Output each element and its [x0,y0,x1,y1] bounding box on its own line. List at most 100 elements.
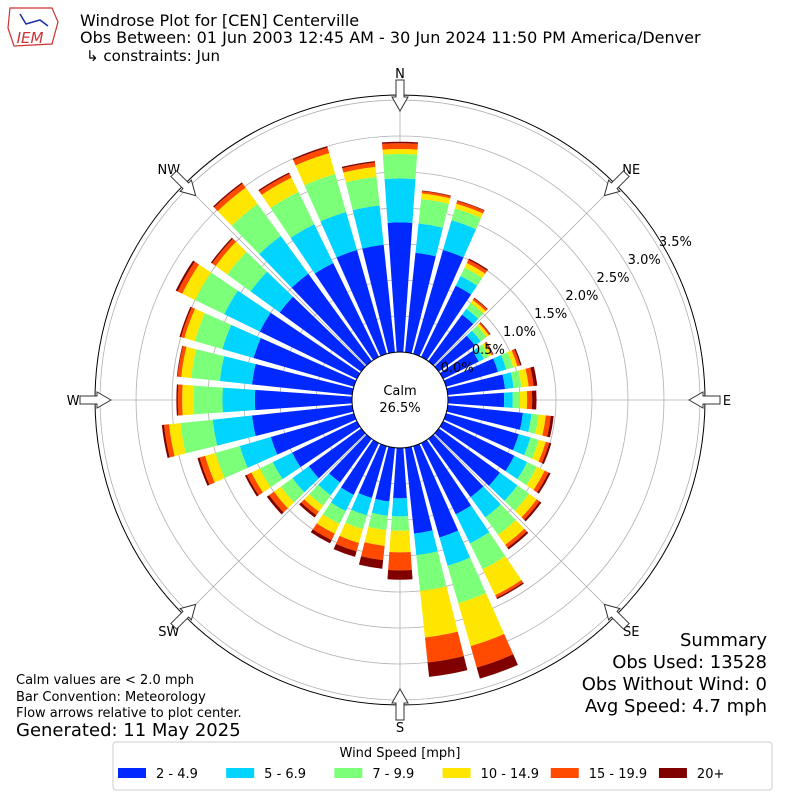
bar-segment [266,495,284,515]
bar-segment [518,368,529,388]
bar-segment [470,300,486,314]
bar-segment [250,271,293,313]
bar-segment [179,306,192,338]
bar-segment [421,285,472,361]
bar-segment [304,173,347,222]
bar-segment [280,478,305,503]
legend-label: 7 - 9.9 [372,767,414,782]
bar-segment [292,466,319,493]
bar-segment [451,208,482,230]
bar-segment [182,264,212,301]
bar-segment [335,535,359,552]
bar-segment [217,187,258,226]
r-tick-label: 2.0% [565,289,598,304]
bar-segment [339,522,363,544]
bar-segment [336,250,387,357]
bar-segment [345,509,367,530]
bar-segment [447,392,505,408]
bar-segment [340,439,379,495]
bar-segment [517,462,537,486]
bar-segment [531,390,537,410]
bar-segment [502,372,514,389]
bar-segment [519,412,532,432]
bar-segment [443,358,499,387]
generated: Generated: 11 May 2025 [16,720,241,741]
summary: Avg Speed: 4.7 mph [585,696,767,717]
bar-segment [292,146,328,161]
r-tick-label: 1.5% [534,307,567,322]
bar-segment [259,312,361,379]
bar-segment [405,252,436,354]
bar-segment [214,183,246,212]
bar-segment [364,526,387,546]
r-tick-label: 0.0% [441,361,474,376]
bar-segment [312,523,335,541]
bar-segment [443,413,519,451]
bar-segment [295,153,336,186]
bar-segment [382,154,418,180]
bar-segment [180,307,196,339]
bar-segment [457,200,485,211]
bar-segment [414,530,438,556]
bar-segment [177,384,183,416]
bar-segment [526,466,545,491]
bar-segment [222,387,256,413]
bar-segment [413,250,464,357]
bar-segment [485,341,494,355]
flow-arrow [79,391,113,409]
bar-segment [393,447,407,499]
radial-grid-line [184,433,367,616]
bar-segment [547,415,554,438]
calm-circle [351,351,449,449]
bar-segment [308,428,366,479]
bar-segment [292,421,361,468]
bar-segment [322,502,346,525]
bar-segment [530,366,538,386]
chart-subtitle: Obs Between: 01 Jun 2003 12:45 AM - 30 J… [80,28,701,47]
bar-segment [421,439,472,515]
direction-label: E [723,394,731,409]
bar-segment [215,241,247,275]
r-tick-label: 1.0% [503,325,536,340]
bar-segment [415,223,443,257]
bar-segment [427,656,468,677]
bar-segment [405,446,433,534]
legend-title: Wind Speed [mph] [340,746,461,761]
bar-segment [442,220,477,258]
flow-arrow [603,170,630,197]
bar-segment [239,437,278,468]
bar-segment [495,580,524,598]
bar-segment [291,273,372,366]
bar-segment [514,493,537,518]
bar-segment [473,297,488,310]
r-tick-label: 0.5% [472,343,505,358]
bar-segment [180,419,218,454]
logo-mark [19,13,49,27]
bar-segment [476,654,518,679]
bar-segment [358,556,384,569]
bar-segment [434,335,475,372]
legend-label: 2 - 4.9 [156,767,198,782]
bar-segment [163,424,175,458]
bar-segment [273,486,295,509]
bar-segment [541,442,552,465]
bar-segment [371,498,390,516]
chart-title: Windrose Plot for [CEN] Centerville [80,11,359,30]
bar-segment [279,296,366,372]
bar-segment [439,421,515,472]
bar-segment [177,345,187,377]
bar-segment [496,582,524,600]
bar-segment [269,491,288,513]
bar-segment [343,166,377,183]
bar-segment [184,308,205,342]
bar-segment [514,348,522,366]
bar-segment [387,222,413,353]
bar-segment [470,633,514,668]
bar-segment [424,631,464,663]
flow-arrow [391,79,409,113]
bar-segment [528,413,539,434]
bar-segment [387,569,413,580]
bar-segment [333,543,357,557]
summary: Obs Without Wind: 0 [582,674,767,695]
bar-segment [352,205,384,249]
